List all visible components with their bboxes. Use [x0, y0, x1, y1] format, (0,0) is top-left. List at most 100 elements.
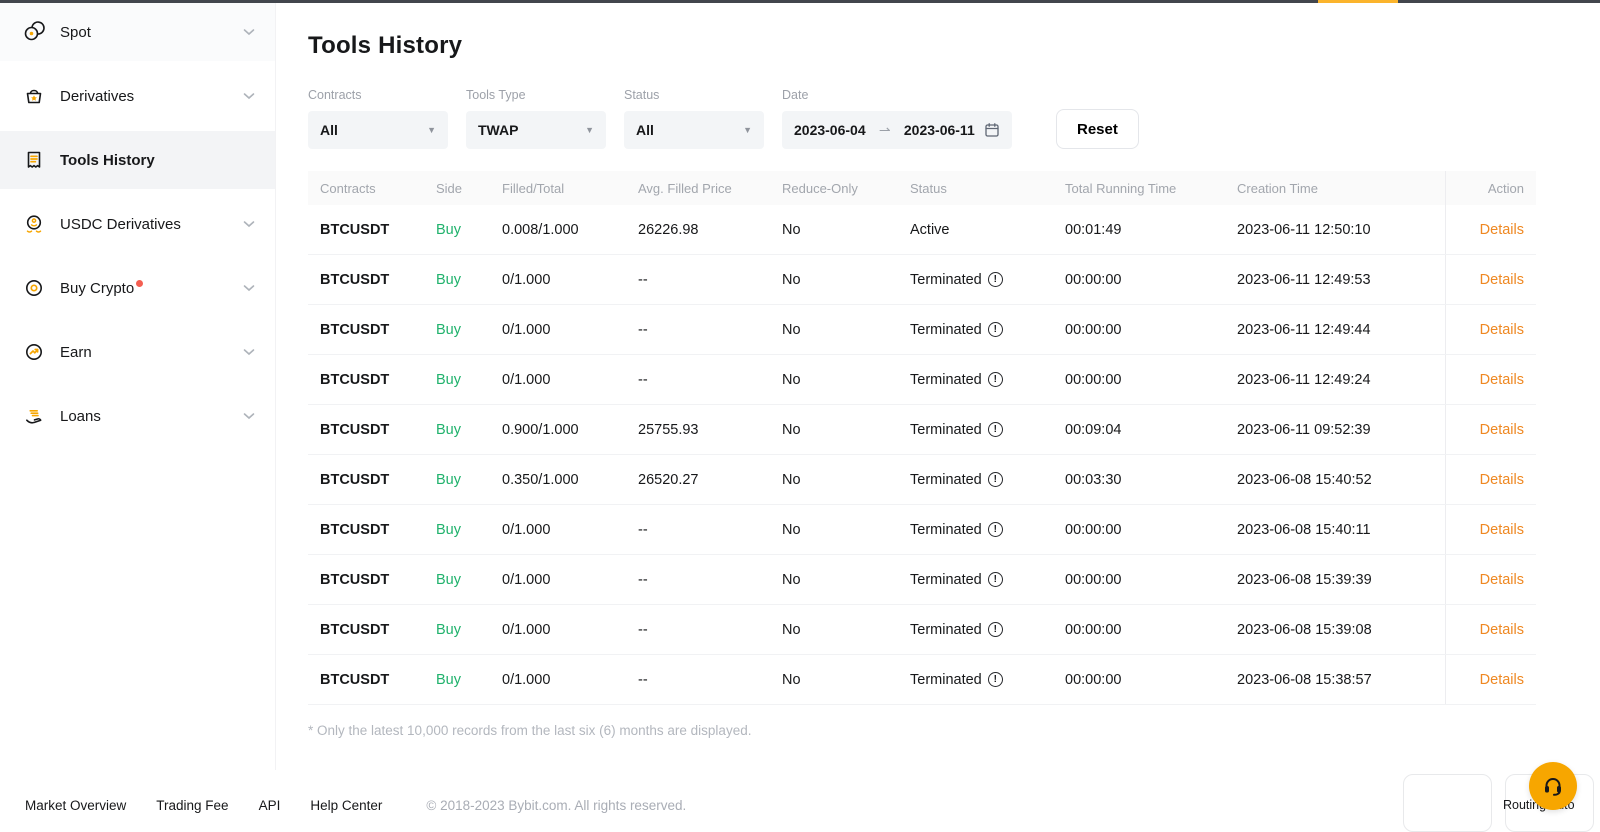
details-link[interactable]: Details	[1480, 572, 1524, 588]
details-link[interactable]: Details	[1480, 422, 1524, 438]
status-text: Terminated	[910, 422, 982, 438]
contracts-dropdown[interactable]: All ▼	[308, 111, 448, 149]
details-link[interactable]: Details	[1480, 372, 1524, 388]
date-range-picker[interactable]: 2023-06-04 ⇀ 2023-06-11	[782, 111, 1012, 149]
cell-total-running-time: 00:09:04	[1053, 405, 1225, 454]
table-row: BTCUSDT Buy 0/1.000 -- No Terminated 00:…	[308, 655, 1536, 705]
status-text: Terminated	[910, 522, 982, 538]
details-link[interactable]: Details	[1480, 322, 1524, 338]
status-dropdown[interactable]: All ▼	[624, 111, 764, 149]
details-link[interactable]: Details	[1480, 622, 1524, 638]
chevron-down-icon	[243, 284, 255, 292]
cell-status: Terminated	[898, 605, 1053, 654]
cell-status: Active	[898, 205, 1053, 254]
info-icon[interactable]	[988, 322, 1003, 337]
cell-filled-total: 0/1.000	[490, 255, 626, 304]
notification-dot	[136, 280, 143, 287]
filter-status-label: Status	[624, 88, 764, 102]
table-row: BTCUSDT Buy 0/1.000 -- No Terminated 00:…	[308, 355, 1536, 405]
details-link[interactable]: Details	[1480, 222, 1524, 238]
info-icon[interactable]	[988, 622, 1003, 637]
sidebar-item-spot[interactable]: Spot	[0, 3, 275, 61]
filter-tools-type: Tools Type TWAP ▼	[466, 88, 606, 149]
cell-filled-total: 0/1.000	[490, 555, 626, 604]
pagination-prev-button[interactable]	[1403, 774, 1492, 832]
sidebar-item-label: Spot	[60, 24, 91, 41]
cell-status: Terminated	[898, 305, 1053, 354]
cell-side: Buy	[424, 355, 490, 404]
cell-filled-total: 0/1.000	[490, 305, 626, 354]
sidebar-item-tools-history[interactable]: Tools History	[0, 131, 275, 189]
sidebar-item-derivatives[interactable]: Derivatives	[0, 67, 275, 125]
support-chat-button[interactable]	[1529, 762, 1577, 810]
cell-total-running-time: 00:00:00	[1053, 555, 1225, 604]
column-header-contracts: Contracts	[308, 171, 424, 205]
filter-date: Date 2023-06-04 ⇀ 2023-06-11	[782, 88, 1012, 149]
cell-reduce-only: No	[770, 355, 898, 404]
sidebar-item-earn[interactable]: Earn	[0, 323, 275, 381]
date-start-value: 2023-06-04	[794, 122, 866, 138]
cell-avg-filled-price: --	[626, 305, 770, 354]
caret-down-icon: ▼	[427, 125, 436, 135]
table-row: BTCUSDT Buy 0/1.000 -- No Terminated 00:…	[308, 255, 1536, 305]
derivatives-icon	[22, 84, 46, 108]
info-icon[interactable]	[988, 372, 1003, 387]
sidebar-item-loans[interactable]: Loans	[0, 387, 275, 445]
footer-link-market-overview[interactable]: Market Overview	[25, 798, 126, 813]
caret-down-icon: ▼	[743, 125, 752, 135]
details-link[interactable]: Details	[1480, 472, 1524, 488]
cell-contracts: BTCUSDT	[308, 605, 424, 654]
cell-total-running-time: 00:00:00	[1053, 255, 1225, 304]
tools-history-icon	[22, 148, 46, 172]
chevron-down-icon	[243, 220, 255, 228]
table-row: BTCUSDT Buy 0.350/1.000 26520.27 No Term…	[308, 455, 1536, 505]
details-link[interactable]: Details	[1480, 272, 1524, 288]
info-icon[interactable]	[988, 572, 1003, 587]
cell-status: Terminated	[898, 355, 1053, 404]
cell-creation-time: 2023-06-11 09:52:39	[1225, 405, 1445, 454]
tools-type-dropdown[interactable]: TWAP ▼	[466, 111, 606, 149]
cell-creation-time: 2023-06-08 15:40:52	[1225, 455, 1445, 504]
chevron-down-icon	[243, 92, 255, 100]
table-row: BTCUSDT Buy 0.900/1.000 25755.93 No Term…	[308, 405, 1536, 455]
cell-filled-total: 0/1.000	[490, 355, 626, 404]
cell-creation-time: 2023-06-11 12:49:53	[1225, 255, 1445, 304]
cell-reduce-only: No	[770, 305, 898, 354]
info-icon[interactable]	[988, 472, 1003, 487]
cell-total-running-time: 00:00:00	[1053, 655, 1225, 704]
details-link[interactable]: Details	[1480, 672, 1524, 688]
info-icon[interactable]	[988, 672, 1003, 687]
cell-status: Terminated	[898, 555, 1053, 604]
footer-link-api[interactable]: API	[259, 798, 281, 813]
sidebar-item-usdc-derivatives[interactable]: USDC Derivatives	[0, 195, 275, 253]
sidebar-item-buy-crypto[interactable]: Buy Crypto	[0, 259, 275, 317]
cell-side: Buy	[424, 505, 490, 554]
cell-filled-total: 0/1.000	[490, 505, 626, 554]
cell-total-running-time: 00:03:30	[1053, 455, 1225, 504]
info-icon[interactable]	[988, 272, 1003, 287]
column-header-creation-time: Creation Time	[1225, 171, 1445, 205]
cell-reduce-only: No	[770, 655, 898, 704]
date-end-value: 2023-06-11	[904, 122, 975, 138]
info-icon[interactable]	[988, 422, 1003, 437]
cell-side: Buy	[424, 655, 490, 704]
cell-reduce-only: No	[770, 455, 898, 504]
cell-creation-time: 2023-06-11 12:50:10	[1225, 205, 1445, 254]
cell-reduce-only: No	[770, 255, 898, 304]
cell-total-running-time: 00:00:00	[1053, 505, 1225, 554]
footer-link-help-center[interactable]: Help Center	[310, 798, 382, 813]
calendar-icon	[984, 122, 1000, 138]
reset-button[interactable]: Reset	[1056, 109, 1139, 149]
footer-link-trading-fee[interactable]: Trading Fee	[156, 798, 228, 813]
caret-down-icon: ▼	[585, 125, 594, 135]
info-icon[interactable]	[988, 522, 1003, 537]
column-header-side: Side	[424, 171, 490, 205]
cell-creation-time: 2023-06-11 12:49:44	[1225, 305, 1445, 354]
tools-type-dropdown-value: TWAP	[478, 122, 518, 138]
sidebar: Spot Derivatives Tools History	[0, 3, 276, 770]
cell-status: Terminated	[898, 455, 1053, 504]
details-link[interactable]: Details	[1480, 522, 1524, 538]
column-header-reduce-only: Reduce-Only	[770, 171, 898, 205]
cell-creation-time: 2023-06-08 15:38:57	[1225, 655, 1445, 704]
cell-status: Terminated	[898, 405, 1053, 454]
